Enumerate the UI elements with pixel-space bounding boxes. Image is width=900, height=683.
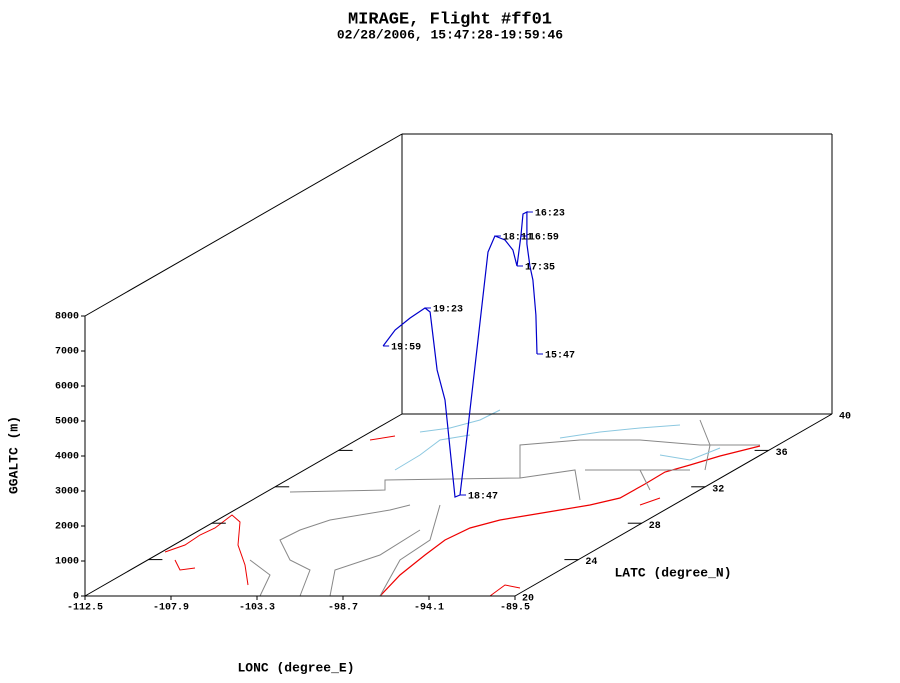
time-label: 16:23 <box>535 209 565 220</box>
x-tick-label: -103.3 <box>239 603 275 614</box>
z-tick-label: 5000 <box>55 417 79 428</box>
chart-title: MIRAGE, Flight #ff01 <box>348 10 552 29</box>
z-tick-label: 4000 <box>55 452 79 463</box>
y-tick-label: 40 <box>839 412 851 423</box>
x-tick-label: -98.7 <box>328 603 358 614</box>
z-tick-label: 7000 <box>55 347 79 358</box>
y-tick-label: 28 <box>649 521 661 532</box>
x-tick-label: -112.5 <box>67 603 103 614</box>
y-tick-label: 36 <box>776 448 788 459</box>
axis-line <box>84 133 403 317</box>
z-tick-label: 8000 <box>55 312 79 323</box>
time-label: 18:47 <box>468 492 498 503</box>
river <box>394 409 721 471</box>
axis-line <box>84 413 403 597</box>
axis-line <box>514 413 833 597</box>
border <box>249 419 760 597</box>
time-label: 18:11 <box>503 233 533 244</box>
chart-subtitle: 02/28/2006, 15:47:28-19:59:46 <box>337 27 563 42</box>
y-tick-label: 32 <box>712 484 724 495</box>
time-label: 15:47 <box>545 351 575 362</box>
flight-track <box>382 211 538 498</box>
z-tick-label: 2000 <box>55 522 79 533</box>
time-label: 17:35 <box>525 263 555 274</box>
coastline <box>379 445 761 597</box>
z-axis-label: GGALTC (m) <box>6 416 21 494</box>
y-tick-label: 20 <box>522 594 534 605</box>
y-tick-label: 24 <box>585 557 597 568</box>
y-axis-label: LATC (degree_N) <box>614 565 731 580</box>
x-axis-label: LONC (degree_E) <box>237 660 354 675</box>
map <box>164 409 761 597</box>
time-label: 16:59 <box>529 233 559 244</box>
z-tick-label: 6000 <box>55 382 79 393</box>
z-tick-label: 0 <box>73 592 79 603</box>
x-tick-label: -89.5 <box>500 603 530 614</box>
time-label: 19:59 <box>391 343 421 354</box>
coastline <box>164 435 661 597</box>
time-label: 19:23 <box>433 305 463 316</box>
x-tick-label: -107.9 <box>153 603 189 614</box>
z-tick-label: 3000 <box>55 487 79 498</box>
x-tick-label: -94.1 <box>414 603 444 614</box>
z-tick-label: 1000 <box>55 557 79 568</box>
